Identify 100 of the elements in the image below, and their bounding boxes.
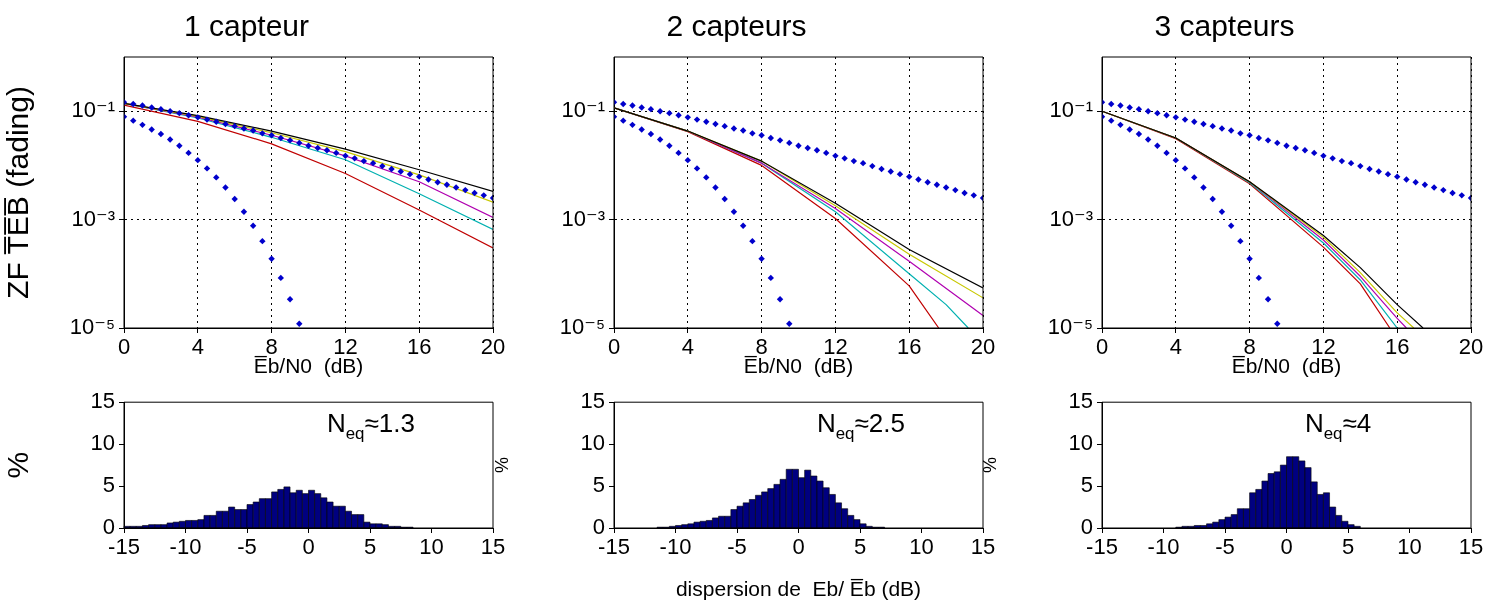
point	[961, 189, 968, 197]
point	[425, 176, 432, 183]
point	[1191, 174, 1198, 181]
point	[721, 122, 728, 130]
point	[157, 130, 165, 138]
point	[139, 121, 146, 129]
point	[1209, 195, 1216, 203]
point	[712, 184, 719, 191]
point	[1421, 181, 1429, 188]
x-tick-label: -10	[169, 534, 202, 560]
x-tick-label: 15	[970, 534, 996, 560]
point	[166, 108, 174, 115]
point	[222, 120, 229, 128]
point	[887, 168, 894, 175]
x-tick-label: 4	[1169, 334, 1182, 360]
point	[443, 181, 451, 188]
point	[194, 114, 201, 121]
point	[166, 136, 174, 143]
point	[675, 112, 682, 119]
point	[776, 137, 784, 144]
point	[730, 125, 738, 132]
x-tick-label: -10	[1147, 534, 1180, 560]
point	[629, 102, 636, 109]
point	[721, 195, 728, 203]
x-tick-label: 4	[681, 334, 694, 360]
point	[1144, 108, 1152, 115]
point	[471, 189, 478, 197]
point	[1237, 130, 1244, 137]
point	[1329, 155, 1336, 162]
point	[1218, 208, 1226, 215]
point	[1347, 159, 1355, 167]
point	[1440, 186, 1447, 194]
point	[222, 184, 229, 191]
point	[203, 165, 211, 172]
point	[1458, 192, 1465, 199]
point	[1412, 178, 1419, 186]
point	[314, 144, 321, 152]
point	[730, 208, 738, 215]
point	[675, 149, 682, 157]
chart-title: 3 capteurs	[1154, 9, 1295, 43]
x-tick-label: 20	[1458, 334, 1484, 360]
x-tick-label: 10	[1397, 534, 1422, 560]
point	[185, 149, 192, 157]
point	[1449, 189, 1456, 197]
point	[804, 144, 811, 152]
point	[1375, 168, 1382, 175]
point	[813, 147, 821, 154]
point	[933, 181, 941, 188]
point	[638, 104, 645, 111]
point	[1181, 165, 1189, 172]
x-tick-label: -5	[1215, 534, 1235, 560]
x-axis-title: dispersion de Eb/ E̅b (dB)	[675, 577, 922, 601]
point	[1338, 157, 1346, 165]
point	[360, 157, 368, 165]
point	[379, 162, 386, 170]
point	[1154, 142, 1161, 149]
point	[213, 118, 220, 125]
point	[185, 112, 192, 119]
point	[406, 170, 414, 178]
point	[1117, 102, 1124, 109]
point	[452, 184, 460, 191]
point	[693, 165, 701, 172]
point	[388, 165, 395, 173]
point	[739, 127, 747, 134]
point	[351, 155, 358, 162]
point	[1163, 149, 1170, 157]
point	[822, 149, 830, 157]
point	[1154, 109, 1161, 117]
y-tick-label: 10⁻⁵	[1047, 314, 1093, 340]
point	[1117, 121, 1124, 129]
point	[130, 117, 137, 124]
point	[176, 142, 183, 149]
x-tick-label: 15	[1458, 534, 1484, 560]
point	[1403, 176, 1410, 183]
point	[703, 118, 710, 125]
point	[1200, 120, 1207, 128]
x-tick-label: 5	[1341, 534, 1355, 560]
x-tick-label: 5	[853, 534, 867, 560]
point	[148, 104, 155, 111]
point	[666, 142, 673, 149]
y-tick-label: 10⁻⁵	[69, 314, 115, 340]
point	[1292, 144, 1299, 152]
point	[1264, 137, 1272, 144]
point	[259, 130, 266, 137]
point	[462, 186, 469, 194]
point	[1108, 100, 1115, 108]
point	[786, 139, 793, 147]
point	[1227, 127, 1235, 134]
point	[970, 192, 977, 199]
point	[157, 105, 165, 113]
point	[629, 121, 636, 129]
point	[249, 127, 257, 134]
x-tick-label: 20	[480, 334, 506, 360]
point	[286, 295, 294, 303]
x-tick-label: 16	[406, 334, 432, 360]
y-tick-label: 5	[592, 472, 605, 498]
point	[647, 130, 655, 138]
y-axis-title: ZF T̅E̅B̅ (fading)	[1, 86, 35, 299]
y-tick-label: 10⁻¹	[561, 97, 605, 123]
point	[924, 178, 931, 186]
